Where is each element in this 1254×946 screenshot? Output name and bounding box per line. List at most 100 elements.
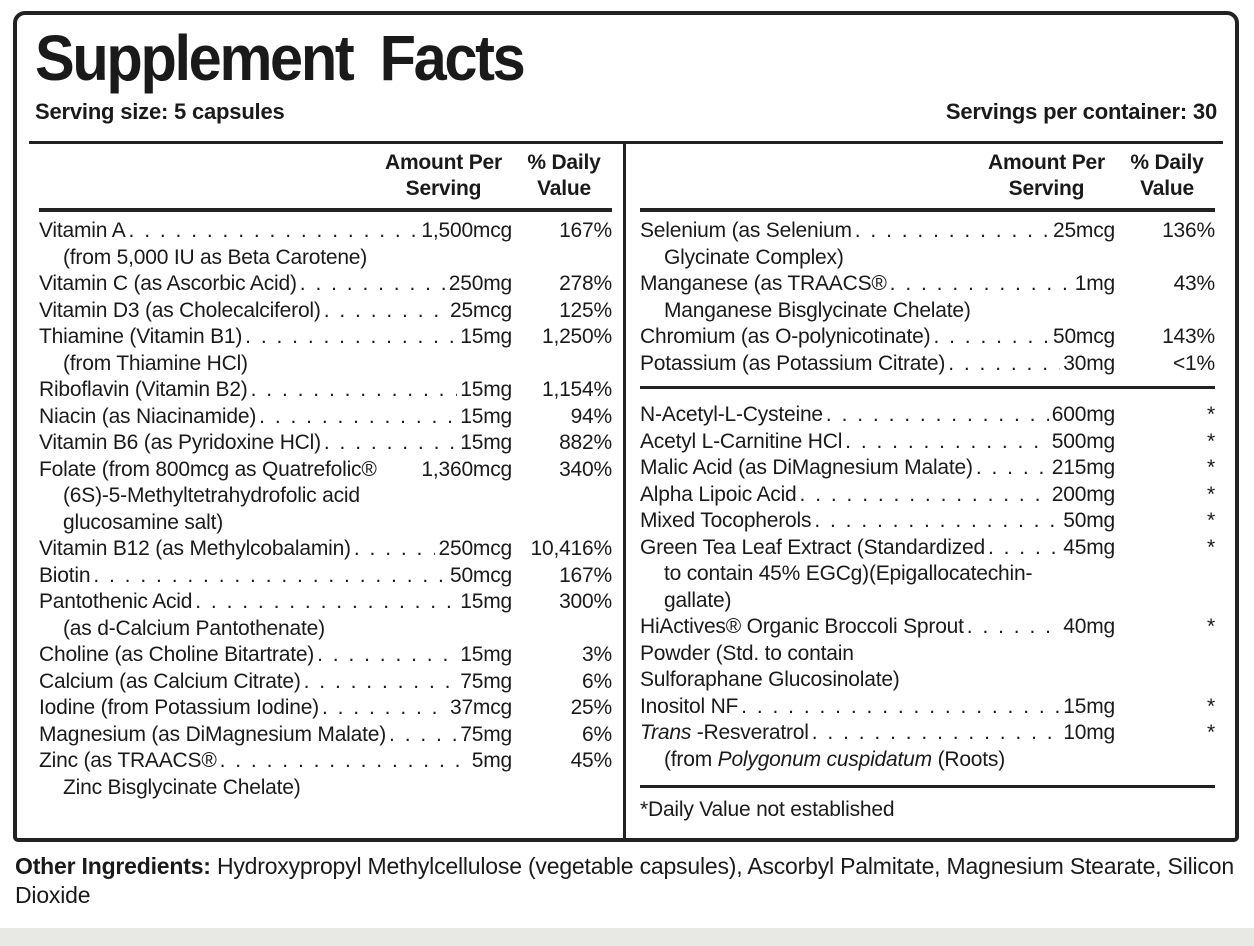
- ingredient-name: Vitamin B6 (as Pyridoxine HCl): [39, 431, 321, 454]
- table-row: Inositol NF. . . . . . . . . . . . . . .…: [640, 694, 1215, 721]
- ingredient-name: Calcium (as Calcium Citrate): [39, 669, 301, 693]
- dotted-leader: . . . . . . . . . . . . . . . . . . . . …: [741, 694, 1060, 718]
- daily-value: 167%: [559, 563, 612, 587]
- table-row: Vitamin A. . . . . . . . . . . . . . . .…: [39, 218, 612, 271]
- table-row: Riboflavin (Vitamin B2). . . . . . . . .…: [39, 377, 612, 404]
- ingredient-name: Green Tea Leaf Extract (Standardized: [640, 535, 985, 559]
- ingredient-name: Acetyl L-Carnitine HCl: [640, 429, 843, 453]
- amount-per-serving: 215mg: [1051, 456, 1115, 479]
- ingredient-name: Inositol NF: [640, 694, 739, 718]
- amount-per-serving: 30mg: [1063, 351, 1115, 375]
- dotted-leader: . . . . . . . . . . . . . . . . . . . . …: [219, 749, 469, 772]
- ingredient-name: Iodine (from Potassium Iodine): [39, 696, 319, 719]
- daily-value: 167%: [559, 219, 612, 242]
- amount-per-serving: 45mg: [1063, 535, 1115, 559]
- amount-per-serving: 1mg: [1074, 272, 1115, 295]
- daily-value: 300%: [559, 590, 612, 613]
- amount-per-serving: 37mcg: [449, 696, 512, 719]
- amount-per-serving-header: Amount Per Serving: [988, 150, 1105, 202]
- ingredient-name-continued: (6S)-5-Methyltetrahydrofolic acid: [63, 484, 360, 507]
- amount-per-serving: 25mcg: [1052, 219, 1115, 242]
- ingredient-name-continued: Sulforaphane Glucosinolate): [640, 668, 900, 691]
- ingredient-name: Pantothenic Acid: [39, 590, 193, 613]
- ingredient-name-continued: (from 5,000 IU as Beta Carotene): [63, 245, 368, 269]
- dv-header-line1: % Daily: [1130, 151, 1204, 174]
- amount-per-serving: 50mcg: [449, 563, 512, 587]
- supplement-facts-panel: Supplement Facts Serving size: 5 capsule…: [13, 11, 1239, 842]
- dotted-leader: . . . . . . . . . . . . . . . . . . . . …: [93, 563, 447, 587]
- table-row: Chromium (as O-polynicotinate). . . . . …: [640, 324, 1215, 351]
- table-row: Thiamine (Vitamin B1). . . . . . . . . .…: [39, 324, 612, 377]
- table-row: Biotin. . . . . . . . . . . . . . . . . …: [39, 563, 612, 590]
- right-ingredient-rows: Selenium (as Selenium. . . . . . . . . .…: [640, 212, 1215, 773]
- amount-per-serving: 500mg: [1051, 429, 1115, 453]
- daily-value: 1,154%: [541, 378, 612, 401]
- dotted-leader: . . . . . . . . . . . . . . . . . . . . …: [245, 325, 457, 348]
- dotted-leader: . . . . . . . . . . . . . . . . . . . . …: [259, 404, 457, 428]
- amount-per-serving: 15mg: [1063, 694, 1115, 718]
- amount-header-line1: Amount Per: [384, 151, 502, 174]
- table-row: Vitamin B6 (as Pyridoxine HCl). . . . . …: [39, 430, 612, 457]
- amount-header-line1: Amount Per: [987, 151, 1105, 174]
- amount-header-line2: Serving: [1008, 177, 1085, 200]
- ingredient-name: N-Acetyl-L-Cysteine: [640, 403, 823, 426]
- left-column: Amount Per Serving % Daily Value Vitamin…: [27, 144, 626, 823]
- dotted-leader: . . . . . . . . . . . . . . . . . . . . …: [323, 298, 447, 322]
- ingredient-name: Potassium (as Potassium Citrate): [640, 351, 946, 375]
- amount-per-serving: 250mcg: [438, 537, 512, 560]
- ingredient-name: Folate (from 800mcg as Quatrefolic®: [39, 457, 377, 481]
- ingredient-name: Vitamin B12 (as Methylcobalamin): [39, 537, 351, 560]
- daily-value-footnote: *Daily Value not established: [640, 798, 895, 821]
- table-row: N-Acetyl-L-Cysteine. . . . . . . . . . .…: [640, 402, 1215, 429]
- table-row: Selenium (as Selenium. . . . . . . . . .…: [640, 218, 1215, 271]
- daily-value: 3%: [582, 643, 612, 666]
- amount-per-serving: 600mg: [1051, 403, 1115, 426]
- ingredient-name: Vitamin A: [39, 219, 126, 242]
- amount-per-serving: 25mcg: [449, 298, 512, 322]
- dotted-leader: . . . . . . . . . . . . . . . . . . . . …: [303, 669, 458, 693]
- table-row: Zinc (as TRAACS®. . . . . . . . . . . . …: [39, 748, 612, 801]
- daily-value: 45%: [570, 749, 613, 772]
- ingredient-name: Biotin: [39, 563, 91, 587]
- daily-value: *: [1207, 535, 1215, 559]
- amount-per-serving-header: Amount Per Serving: [385, 150, 502, 202]
- other-ingredients: Other Ingredients: Hydroxypropyl Methylc…: [15, 852, 1241, 910]
- amount-per-serving: 1,500mcg: [421, 219, 512, 242]
- amount-per-serving: 50mg: [1063, 509, 1115, 532]
- ingredient-name-continued: (from Polygonum cuspidatum (Roots): [664, 747, 1006, 771]
- daily-value: 882%: [559, 431, 612, 454]
- amount-per-serving: 50mcg: [1052, 325, 1115, 348]
- ingredient-name-continued: Zinc Bisglycinate Chelate): [63, 775, 301, 799]
- ingredient-name: Vitamin C (as Ascorbic Acid): [39, 272, 297, 295]
- right-column: Amount Per Serving % Daily Value Seleniu…: [626, 144, 1225, 823]
- daily-value: *: [1207, 429, 1215, 453]
- table-row: Iodine (from Potassium Iodine). . . . . …: [39, 695, 612, 722]
- ingredient-name-continued: Manganese Bisglycinate Chelate): [664, 298, 971, 322]
- table-row: Potassium (as Potassium Citrate). . . . …: [640, 351, 1215, 378]
- other-ingredients-text: Hydroxypropyl Methylcellulose (vegetable…: [15, 853, 1234, 908]
- daily-value: *: [1207, 456, 1215, 479]
- daily-value: *: [1207, 509, 1215, 532]
- daily-value: *: [1207, 482, 1215, 506]
- page-title: Supplement Facts: [35, 22, 526, 94]
- amount-per-serving: 75mg: [460, 722, 512, 746]
- table-row: Malic Acid (as DiMagnesium Malate). . . …: [640, 455, 1215, 482]
- serving-info-row: Serving size: 5 capsules Servings per co…: [35, 99, 1217, 125]
- table-row: Calcium (as Calcium Citrate). . . . . . …: [39, 669, 612, 696]
- ingredient-name: Riboflavin (Vitamin B2): [39, 378, 248, 401]
- ingredient-name: HiActives® Organic Broccoli Sprout: [640, 615, 964, 638]
- dotted-leader: . . . . . . . . . . . . . . . . . . . . …: [987, 535, 1060, 559]
- daily-value: 1,250%: [541, 325, 612, 348]
- amount-per-serving: 1,360mcg: [421, 457, 512, 481]
- ingredient-name-continued: glucosamine salt): [63, 510, 224, 534]
- amount-per-serving: 15mg: [460, 431, 512, 454]
- dotted-leader: . . . . . . . . . . . . . . . . . . . . …: [321, 696, 447, 719]
- column-divider: [623, 141, 626, 838]
- dv-header-line2: Value: [537, 177, 591, 200]
- ingredient-name: Mixed Tocopherols: [640, 509, 812, 532]
- table-row: Trans -Resveratrol. . . . . . . . . . . …: [640, 720, 1215, 773]
- dotted-leader: . . . . . . . . . . . . . . . . . . . . …: [353, 537, 436, 560]
- table-row: Vitamin C (as Ascorbic Acid). . . . . . …: [39, 271, 612, 298]
- column-headers-right: Amount Per Serving % Daily Value: [640, 150, 1215, 202]
- ingredient-name: Manganese (as TRAACS®: [640, 272, 887, 295]
